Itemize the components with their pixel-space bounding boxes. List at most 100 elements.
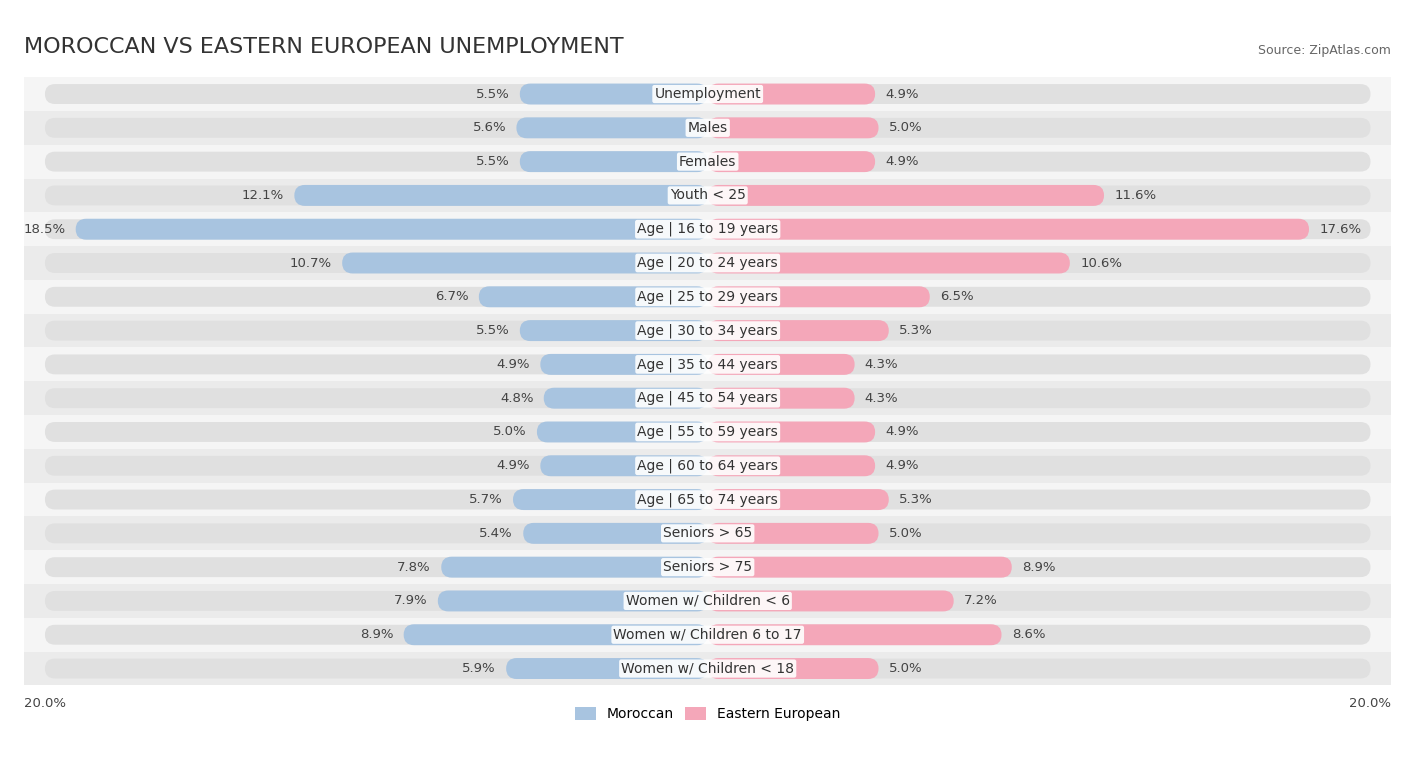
Text: 6.5%: 6.5% (941, 290, 974, 304)
Bar (24, 347, 1391, 382)
Text: Unemployment: Unemployment (654, 87, 761, 101)
Text: 17.6%: 17.6% (1319, 223, 1361, 235)
FancyBboxPatch shape (718, 523, 1371, 544)
FancyBboxPatch shape (437, 590, 707, 612)
Text: 12.1%: 12.1% (242, 189, 284, 202)
Bar (24, 382, 1391, 415)
Bar (24, 246, 1391, 280)
Text: 11.6%: 11.6% (1115, 189, 1156, 202)
FancyBboxPatch shape (718, 84, 1371, 104)
Text: 8.6%: 8.6% (1012, 628, 1045, 641)
FancyBboxPatch shape (45, 422, 697, 442)
FancyBboxPatch shape (718, 625, 1371, 645)
FancyBboxPatch shape (404, 625, 707, 645)
FancyBboxPatch shape (342, 253, 707, 273)
FancyBboxPatch shape (707, 253, 1070, 273)
Text: 5.0%: 5.0% (889, 662, 922, 675)
Text: 8.9%: 8.9% (360, 628, 394, 641)
FancyBboxPatch shape (707, 658, 879, 679)
Text: 5.9%: 5.9% (463, 662, 496, 675)
Text: 5.7%: 5.7% (470, 493, 503, 506)
Text: 5.0%: 5.0% (494, 425, 527, 438)
Text: Age | 45 to 54 years: Age | 45 to 54 years (637, 391, 778, 406)
FancyBboxPatch shape (45, 557, 697, 577)
Text: 20.0%: 20.0% (24, 697, 66, 710)
FancyBboxPatch shape (540, 455, 707, 476)
Bar (24, 550, 1391, 584)
FancyBboxPatch shape (45, 253, 697, 273)
FancyBboxPatch shape (718, 456, 1371, 475)
FancyBboxPatch shape (45, 456, 697, 475)
FancyBboxPatch shape (45, 118, 697, 138)
Text: Source: ZipAtlas.com: Source: ZipAtlas.com (1258, 44, 1391, 57)
Bar (24, 483, 1391, 516)
Text: Age | 55 to 59 years: Age | 55 to 59 years (637, 425, 778, 439)
Text: 6.7%: 6.7% (434, 290, 468, 304)
Text: 5.0%: 5.0% (889, 527, 922, 540)
Bar (24, 449, 1391, 483)
FancyBboxPatch shape (718, 659, 1371, 678)
FancyBboxPatch shape (707, 185, 1104, 206)
Text: Youth < 25: Youth < 25 (669, 188, 745, 202)
FancyBboxPatch shape (707, 354, 855, 375)
FancyBboxPatch shape (45, 625, 697, 645)
Bar (24, 313, 1391, 347)
Text: 18.5%: 18.5% (24, 223, 66, 235)
FancyBboxPatch shape (441, 556, 707, 578)
Text: 10.7%: 10.7% (290, 257, 332, 269)
Text: 5.6%: 5.6% (472, 121, 506, 134)
Text: 8.9%: 8.9% (1022, 561, 1056, 574)
FancyBboxPatch shape (718, 287, 1371, 307)
FancyBboxPatch shape (516, 117, 707, 139)
FancyBboxPatch shape (718, 557, 1371, 577)
Bar (24, 179, 1391, 212)
FancyBboxPatch shape (707, 388, 855, 409)
FancyBboxPatch shape (540, 354, 707, 375)
Bar (24, 145, 1391, 179)
FancyBboxPatch shape (718, 253, 1371, 273)
FancyBboxPatch shape (45, 321, 697, 341)
FancyBboxPatch shape (718, 388, 1371, 408)
FancyBboxPatch shape (45, 84, 697, 104)
FancyBboxPatch shape (718, 422, 1371, 442)
Text: 7.2%: 7.2% (965, 594, 998, 607)
Text: 4.9%: 4.9% (886, 88, 920, 101)
Text: Age | 16 to 19 years: Age | 16 to 19 years (637, 222, 779, 236)
FancyBboxPatch shape (707, 422, 875, 442)
FancyBboxPatch shape (707, 83, 875, 104)
FancyBboxPatch shape (45, 354, 697, 375)
FancyBboxPatch shape (718, 118, 1371, 138)
Text: Women w/ Children 6 to 17: Women w/ Children 6 to 17 (613, 628, 801, 642)
Bar (24, 111, 1391, 145)
Bar (24, 516, 1391, 550)
Text: 20.0%: 20.0% (1348, 697, 1391, 710)
Text: Age | 30 to 34 years: Age | 30 to 34 years (637, 323, 778, 338)
Text: 4.9%: 4.9% (886, 155, 920, 168)
FancyBboxPatch shape (45, 523, 697, 544)
FancyBboxPatch shape (718, 220, 1371, 239)
Text: Age | 25 to 29 years: Age | 25 to 29 years (637, 289, 778, 304)
Text: 4.9%: 4.9% (886, 425, 920, 438)
Bar (24, 280, 1391, 313)
FancyBboxPatch shape (718, 490, 1371, 509)
FancyBboxPatch shape (707, 455, 875, 476)
FancyBboxPatch shape (718, 151, 1371, 172)
Text: 4.3%: 4.3% (865, 391, 898, 405)
FancyBboxPatch shape (520, 320, 707, 341)
FancyBboxPatch shape (45, 490, 697, 509)
Text: Females: Females (679, 154, 737, 169)
Bar (24, 415, 1391, 449)
FancyBboxPatch shape (45, 185, 697, 205)
Text: 5.5%: 5.5% (475, 155, 509, 168)
Text: 5.5%: 5.5% (475, 88, 509, 101)
Text: Seniors > 75: Seniors > 75 (664, 560, 752, 574)
FancyBboxPatch shape (707, 489, 889, 510)
Text: Seniors > 65: Seniors > 65 (664, 526, 752, 540)
FancyBboxPatch shape (718, 354, 1371, 375)
Bar (24, 618, 1391, 652)
FancyBboxPatch shape (294, 185, 707, 206)
FancyBboxPatch shape (544, 388, 707, 409)
FancyBboxPatch shape (45, 151, 697, 172)
Text: 4.9%: 4.9% (886, 459, 920, 472)
Text: Age | 35 to 44 years: Age | 35 to 44 years (637, 357, 778, 372)
